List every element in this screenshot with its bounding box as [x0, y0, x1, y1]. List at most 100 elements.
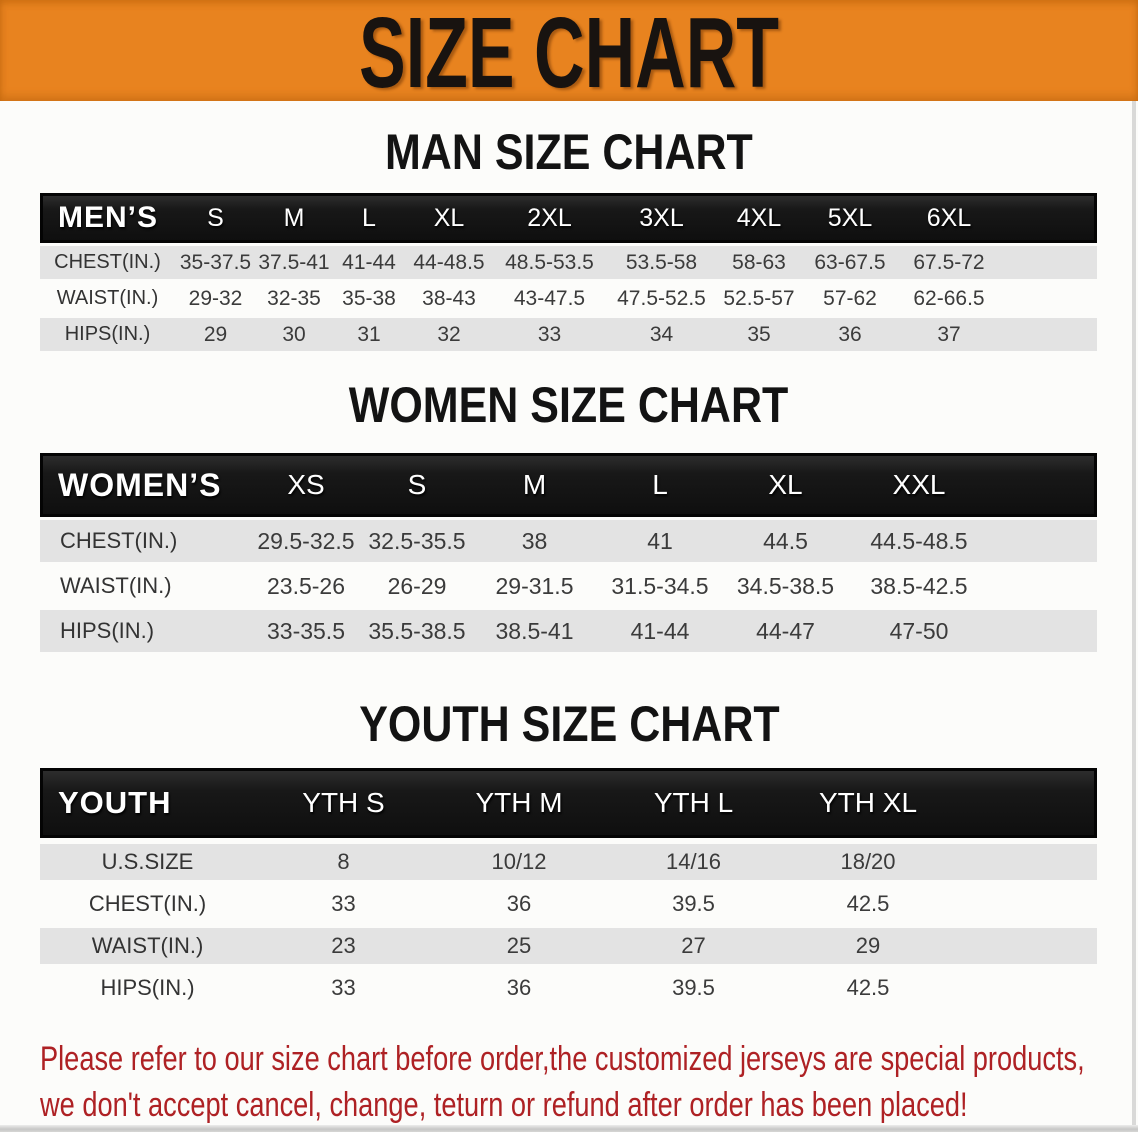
value-cell: 44-47 [723, 610, 848, 652]
row-label-cell: WAIST(IN.) [60, 573, 172, 598]
row-filler-cell [955, 928, 1097, 964]
value-cell: 29-32 [188, 286, 243, 310]
footer-notice: Please refer to our size chart before or… [40, 1036, 1136, 1128]
table-row: CHEST(IN.) 29.5-32.5 32.5-35.5 38 41 44.5 44.5… [40, 520, 1097, 562]
image-edge-right [1132, 101, 1136, 1126]
size-column-header: XXL [848, 453, 990, 517]
youth-section-heading-text: YOUTH SIZE CHART [358, 696, 780, 752]
table-row: CHEST(IN.) 33 36 39.5 42.5 [40, 886, 1097, 922]
value-cell: 47-50 [848, 610, 990, 652]
value-cell: 39.5 [672, 891, 715, 916]
value-cell: 33-35.5 [250, 610, 362, 652]
value-cell: 29 [781, 928, 955, 964]
value-cell: 52.5-57 [723, 286, 795, 310]
value-cell: 41-44 [332, 246, 406, 279]
value-cell: 14/16 [606, 844, 781, 880]
header-filler-cell [990, 453, 1097, 517]
value-cell: 53.5-58 [607, 246, 716, 279]
value-cell: 23 [255, 928, 432, 964]
row-label-cell: WAIST(IN.) [40, 928, 255, 964]
value-cell: 25 [432, 928, 606, 964]
value-cell: 35 [716, 318, 802, 351]
value-cell: 23.5-26 [266, 572, 345, 599]
value-cell: 58-63 [716, 246, 802, 279]
value-cell: 42.5 [846, 891, 890, 916]
value-cell: 34.5-38.5 [736, 572, 835, 599]
value-cell: 38-43 [422, 286, 476, 310]
women-size-table: WOMEN’S XS S M L XL XXL CHEST(IN.) 29.5-32.5 32.5… [40, 450, 1097, 655]
value-cell: 67.5-72 [898, 246, 1000, 279]
value-cell: 33 [331, 975, 356, 1000]
value-cell: 57-62 [823, 286, 877, 310]
value-cell: 37.5-41 [256, 246, 332, 279]
value-cell: 32.5-35.5 [362, 520, 472, 562]
notice-line-2: we don't accept cancel, change, teturn o… [40, 1086, 968, 1124]
value-cell: 42.5 [846, 975, 890, 1000]
women-section-heading: WOMEN SIZE CHART [0, 380, 1138, 430]
size-column-header: 3XL [607, 193, 716, 243]
value-cell: 44.5 [723, 520, 848, 562]
value-cell: 33 [492, 318, 607, 351]
value-cell: 36 [506, 975, 532, 1000]
size-column-header: YTH L [606, 768, 781, 838]
size-column-header: YTH XL [781, 768, 955, 838]
size-column-header: S [175, 193, 256, 243]
size-column-header: L [597, 453, 723, 517]
table-header-row: YOUTH YTH S YTH M YTH L YTH XL [40, 768, 1097, 838]
table-row: U.S.SIZE 8 10/12 14/16 18/20 [40, 844, 1097, 880]
row-filler-cell [990, 565, 1097, 607]
row-label-cell: CHEST(IN.) [88, 891, 207, 916]
table-title-cell: WOMEN’S [40, 453, 250, 517]
size-column-header: YTH S [255, 768, 432, 838]
header-filler-cell [955, 768, 1097, 838]
value-cell: 29-31.5 [495, 572, 574, 599]
size-column-header: 2XL [492, 193, 607, 243]
value-cell: 35-38 [342, 286, 396, 310]
value-cell: 8 [255, 844, 432, 880]
table-row: HIPS(IN.) 33-35.5 35.5-38.5 38.5-41 41-44 44-… [40, 610, 1097, 652]
table-row: WAIST(IN.) 23 25 27 29 [40, 928, 1097, 964]
header-filler-cell [1000, 193, 1097, 243]
row-label-cell: HIPS(IN.) [100, 975, 195, 1000]
size-column-header: M [256, 193, 332, 243]
value-cell: 27 [606, 928, 781, 964]
value-cell: 48.5-53.5 [492, 246, 607, 279]
value-cell: 47.5-52.5 [617, 286, 706, 310]
men-size-table: MEN’S S M L XL 2XL 3XL 4XL 5XL 6XL CHEST(IN.) 35-37… [40, 190, 1097, 354]
table-title-cell: YOUTH [40, 768, 255, 838]
value-cell: 38.5-42.5 [870, 572, 968, 599]
value-cell: 44-48.5 [406, 246, 492, 279]
row-label-cell: CHEST(IN.) [40, 520, 250, 562]
table-row: CHEST(IN.) 35-37.5 37.5-41 41-44 44-48.5 48.5… [40, 246, 1097, 279]
size-column-header: 6XL [898, 193, 1000, 243]
size-column-header: 5XL [802, 193, 898, 243]
table-header-row: MEN’S S M L XL 2XL 3XL 4XL 5XL 6XL [40, 193, 1097, 243]
value-cell: 33 [331, 891, 356, 916]
value-cell: 32-35 [267, 286, 321, 310]
row-filler-cell [1000, 246, 1097, 279]
size-column-header: XS [250, 453, 362, 517]
value-cell: 39.5 [672, 975, 715, 1000]
size-column-header: XL [406, 193, 492, 243]
value-cell: 36 [802, 318, 898, 351]
table-header-row: WOMEN’S XS S M L XL XXL [40, 453, 1097, 517]
value-cell: 36 [506, 891, 532, 916]
row-label-cell: WAIST(IN.) [56, 287, 159, 309]
value-cell: 31.5-34.5 [611, 572, 709, 599]
size-column-header: 4XL [716, 193, 802, 243]
value-cell: 38 [472, 520, 597, 562]
table-row: WAIST(IN.) 29-32 32-35 35-38 38-43 43-47.5 47.… [40, 282, 1097, 315]
value-cell: 18/20 [781, 844, 955, 880]
row-label-cell: CHEST(IN.) [40, 246, 175, 279]
value-cell: 26-29 [387, 572, 447, 599]
image-edge-bottom [0, 1125, 1138, 1132]
row-filler-cell [955, 970, 1097, 1006]
row-filler-cell [990, 610, 1097, 652]
value-cell: 29.5-32.5 [250, 520, 362, 562]
row-filler-cell [1000, 282, 1097, 315]
value-cell: 43-47.5 [513, 286, 586, 310]
table-row: WAIST(IN.) 23.5-26 26-29 29-31.5 31.5-34.5 34… [40, 565, 1097, 607]
size-column-header: M [472, 453, 597, 517]
man-section-heading-text: MAN SIZE CHART [385, 124, 753, 180]
